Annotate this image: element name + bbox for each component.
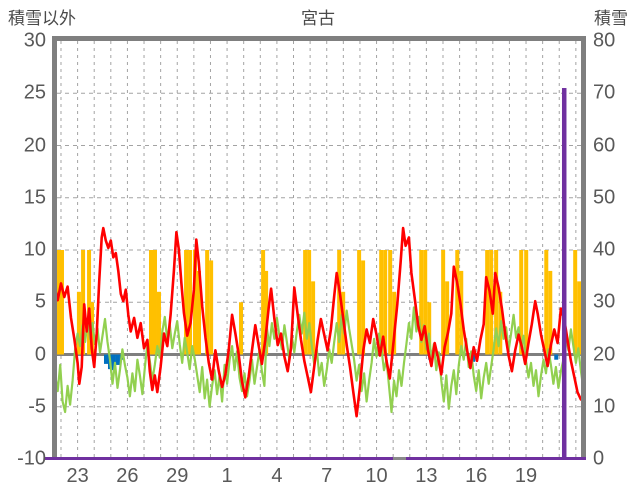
right-tick-label: 80	[593, 29, 616, 52]
right-tick-label: 10	[593, 395, 616, 418]
sunshine-bars	[361, 260, 366, 355]
plot-area	[57, 41, 581, 459]
sunshine-bars	[577, 281, 581, 355]
snow-baseline-gap	[393, 457, 407, 460]
right-tick-label: 70	[593, 81, 616, 104]
left-tick-label: 0	[34, 343, 46, 365]
sunshine-bars	[193, 250, 198, 355]
left-tick-label: 15	[23, 186, 46, 209]
sunshine-bars	[423, 250, 428, 355]
sunshine-bars	[59, 250, 64, 355]
sunshine-bars	[188, 250, 193, 355]
green-line	[57, 306, 581, 414]
sunshine-bars	[485, 250, 490, 355]
left-axis-label: 積雪以外	[8, 9, 76, 28]
right-tick-label: 40	[593, 238, 616, 261]
left-tick-label: 5	[34, 290, 46, 313]
x-tick-label: 29	[166, 465, 189, 487]
x-tick-label: 7	[321, 465, 333, 487]
sunshine-bars	[205, 250, 210, 355]
left-tick-label: -5	[28, 395, 46, 418]
x-tick-label: 19	[514, 465, 538, 487]
snow-depth-bar	[561, 88, 567, 459]
sunshine-bars	[261, 250, 266, 355]
right-tick-label: 50	[593, 186, 616, 209]
sunshine-bars	[81, 250, 86, 355]
precipitation-bars	[554, 354, 559, 360]
sunshine-bars	[379, 250, 384, 355]
sunshine-bars	[337, 250, 342, 355]
x-tick-label: 23	[66, 465, 89, 487]
left-tick-label: 20	[23, 134, 46, 156]
x-tick-label: 1	[221, 465, 233, 487]
sunshine-bars	[156, 291, 161, 355]
sunshine-bars	[184, 250, 189, 355]
sunshine-bars	[388, 250, 393, 355]
right-tick-label: 60	[593, 134, 616, 156]
sunshine-bars	[494, 250, 499, 355]
right-tick-label: 0	[593, 447, 605, 470]
snow-baseline	[45, 457, 586, 460]
sunshine-bars	[57, 250, 61, 355]
precipitation-bars	[103, 354, 108, 364]
right-axis-label: 積雪	[594, 9, 628, 28]
sunshine-bars	[427, 302, 432, 355]
sunshine-bars	[239, 302, 244, 355]
sunshine-bars	[87, 250, 92, 355]
sunshine-bars	[149, 250, 154, 355]
chart-title: 宮古	[301, 9, 335, 28]
x-tick-label: 10	[365, 465, 388, 487]
left-tick-label: -10	[17, 447, 46, 470]
sunshine-bars	[519, 250, 524, 355]
sunshine-bars	[264, 270, 269, 355]
sunshine-bars	[548, 270, 553, 355]
sunshine-bars	[544, 250, 549, 355]
sunshine-bars	[197, 270, 202, 355]
sunshine-bars	[303, 250, 308, 355]
sunshine-bars	[455, 250, 460, 355]
sunshine-bars	[209, 260, 214, 355]
x-tick-label: 16	[465, 465, 488, 487]
sunshine-bars	[573, 250, 578, 355]
precipitation-bars	[111, 354, 116, 371]
sunshine-bars	[152, 250, 157, 355]
left-tick-label: 10	[23, 238, 46, 261]
temperature-line	[57, 226, 581, 418]
x-tick-label: 13	[415, 465, 438, 487]
right-tick-label: 30	[593, 290, 616, 313]
sunshine-bars	[357, 250, 362, 355]
sunshine-bars	[76, 291, 81, 355]
x-tick-label: 26	[116, 465, 139, 487]
sunshine-bars	[419, 250, 424, 355]
sunshine-bars	[445, 281, 450, 355]
sunshine-bars	[311, 281, 316, 355]
sunshine-bars	[307, 250, 312, 355]
x-tick-label: 4	[271, 465, 283, 487]
left-tick-label: 25	[23, 81, 46, 104]
precipitation-bars	[115, 354, 120, 365]
sunshine-bars	[383, 250, 388, 355]
sunshine-bars	[524, 250, 529, 355]
left-tick-label: 30	[23, 29, 46, 52]
sunshine-bars	[441, 250, 446, 355]
right-tick-label: 20	[593, 343, 616, 365]
